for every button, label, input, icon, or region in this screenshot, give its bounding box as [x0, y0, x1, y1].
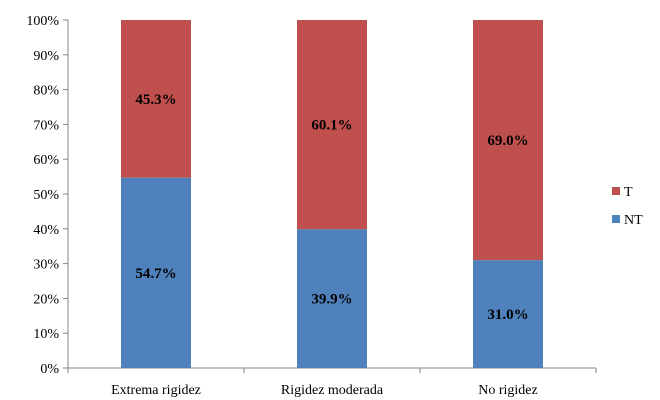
bars — [121, 20, 543, 368]
y-tick-label: 80% — [33, 84, 59, 99]
bar-segment-t — [297, 20, 367, 230]
data-label-t: 69.0% — [487, 133, 528, 149]
y-tick-label: 60% — [33, 153, 59, 168]
legend: T NT — [612, 185, 643, 228]
y-tick-label: 10% — [33, 327, 59, 342]
y-tick-label: 40% — [33, 223, 59, 238]
y-tick-label: 30% — [33, 258, 59, 273]
y-tick-label: 0% — [40, 362, 59, 377]
data-label-nt: 54.7% — [135, 266, 176, 282]
legend-label-t: T — [624, 185, 633, 200]
category-label: Extrema rigidez — [111, 383, 201, 398]
y-tick-label: 90% — [33, 49, 59, 64]
legend-swatch-t — [612, 187, 620, 195]
y-tick-label: 50% — [33, 188, 59, 203]
bar-segment-nt — [121, 177, 191, 368]
bar-segment-t — [473, 20, 543, 261]
y-axis: 0% 10% 20% 30% 40% 50% 60% 70% 80% 90% 100% — [26, 14, 69, 377]
bar-segment-nt — [473, 260, 543, 368]
data-label-t: 45.3% — [135, 92, 176, 108]
data-label-t: 60.1% — [311, 118, 352, 134]
x-axis: Extrema rigidez Rigidez moderada No rigide… — [67, 367, 597, 398]
legend-swatch-nt — [612, 215, 620, 223]
y-tick-label: 100% — [26, 14, 59, 29]
y-tick-label: 20% — [33, 292, 59, 307]
bar-segment-nt — [297, 229, 367, 368]
legend-label-nt: NT — [624, 213, 643, 228]
category-label: No rigidez — [478, 383, 537, 398]
data-label-nt: 31.0% — [487, 307, 528, 323]
bar-segment-t — [121, 20, 191, 178]
data-labels: 54.7% 45.3% 39.9% 60.1% 31.0% 69.0% — [135, 92, 528, 323]
data-label-nt: 39.9% — [311, 292, 352, 308]
y-tick-label: 70% — [33, 118, 59, 133]
category-label: Rigidez moderada — [281, 383, 384, 398]
